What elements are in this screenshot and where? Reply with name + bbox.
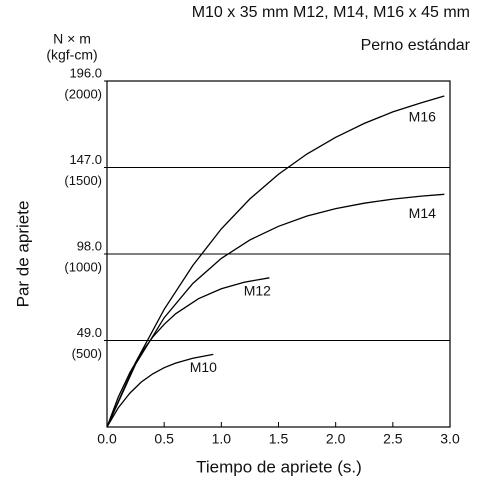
y2-tick-label: (2000) [64,86,102,101]
x-tick-label: 1.0 [212,431,232,447]
x-tick-label: 3.0 [440,431,460,447]
x-tick-label: 2.0 [326,431,346,447]
y2-tick-label: (1500) [64,173,102,188]
y-tick-label: 147.0 [69,152,102,167]
x-tick-label: 1.5 [269,431,289,447]
series-line [106,95,445,428]
y-unit: N × m [53,31,91,47]
series-label: M16 [409,109,436,125]
x-tick-label: 0.0 [97,431,117,447]
series-line [106,277,270,428]
y-axis-label: Par de apriete [13,201,32,308]
y2-tick-label: (500) [72,346,102,361]
series-label: M12 [244,283,271,299]
series-line [106,193,445,428]
series-label: M14 [409,205,436,221]
x-tick-label: 2.5 [383,431,403,447]
x-axis-label: Tiempo de apriete (s.) [196,457,362,476]
series-line [106,353,214,428]
y-tick-label: 98.0 [77,238,102,253]
series-label: M10 [190,359,217,375]
x-tick-label: 0.5 [154,431,174,447]
y2-tick-label: (1000) [64,259,102,274]
y2-unit: (kgf-cm) [46,47,97,63]
chart-title: M10 x 35 mm M12, M14, M16 x 45 mm [192,4,470,21]
chart-subtitle: Perno estándar [361,37,471,54]
y-tick-label: 49.0 [77,325,102,340]
y-tick-label: 196.0 [69,65,102,80]
